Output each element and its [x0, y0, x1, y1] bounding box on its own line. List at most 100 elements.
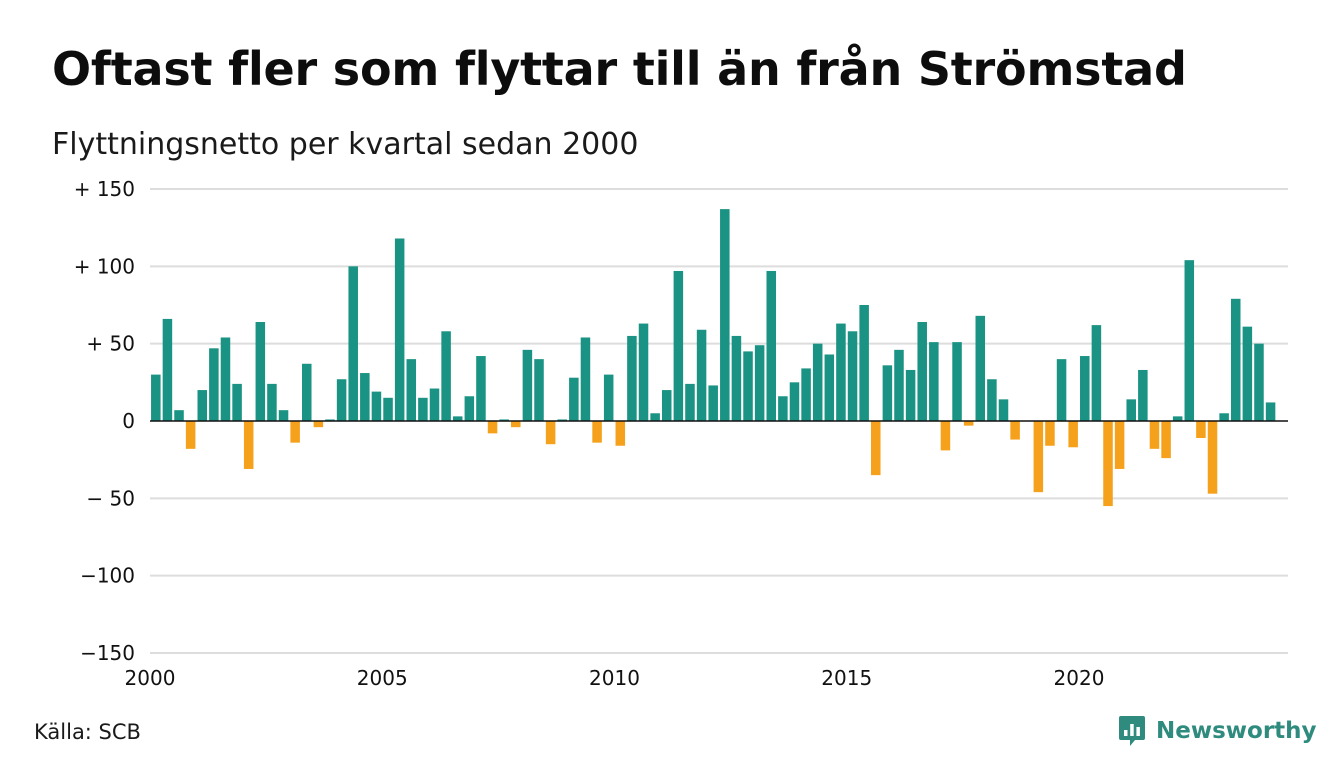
bar-2020-k4 — [1114, 421, 1125, 469]
bar-2023-k3 — [1242, 326, 1253, 421]
bar-2005-k3 — [406, 359, 417, 421]
bar-2004-k1 — [336, 379, 347, 421]
bar-2014-k2 — [812, 343, 823, 421]
bar-2015-k1 — [847, 331, 858, 421]
bar-2022-k2 — [1184, 260, 1195, 421]
bar-2015-k2 — [859, 305, 869, 421]
x-tick-label: 2000 — [125, 666, 176, 690]
bar-2021-k1 — [1126, 399, 1136, 421]
bar-2006-k3 — [452, 416, 463, 421]
bar-2021-k3 — [1149, 421, 1160, 449]
bar-2013-k1 — [754, 345, 765, 421]
bar-2006-k1 — [429, 388, 440, 421]
y-tick-label: −150 — [80, 641, 135, 665]
bar-2019-k2 — [1045, 421, 1055, 446]
x-tick-label: 2020 — [1054, 666, 1105, 690]
newsworthy-logo-icon — [1119, 716, 1145, 746]
bar-2011-k4 — [696, 329, 707, 421]
bar-2018-k1 — [987, 379, 997, 421]
bar-2019-k4 — [1068, 421, 1078, 448]
bar-2009-k2 — [580, 337, 591, 421]
bar-2002-k3 — [267, 383, 277, 421]
bar-2001-k4 — [232, 383, 242, 421]
bar-2005-k2 — [394, 238, 405, 421]
bar-2014-k4 — [836, 323, 846, 421]
bar-2018-k2 — [998, 399, 1009, 421]
bar-2007-k1 — [476, 356, 486, 421]
y-tick-label: 0 — [122, 409, 135, 433]
bar-2008-k4 — [557, 419, 567, 421]
bar-2011-k3 — [685, 383, 695, 421]
bar-2006-k2 — [441, 331, 451, 421]
bar-2022-k1 — [1172, 416, 1183, 421]
bar-2009-k3 — [592, 421, 602, 443]
bar-2022-k4 — [1207, 421, 1218, 494]
bar-2003-k3 — [313, 421, 324, 428]
bar-2016-k1 — [894, 349, 904, 421]
y-tick-label: + 150 — [74, 177, 135, 201]
bar-2003-k4 — [325, 419, 335, 421]
bar-2004-k3 — [360, 373, 370, 421]
bar-2007-k3 — [499, 419, 509, 421]
bar-2013-k4 — [789, 382, 800, 421]
y-axis-tick-labels: + 150 + 100 + 50 0 − 50 −100 −150 — [74, 177, 135, 665]
bar-2008-k2 — [534, 359, 544, 421]
bar-2021-k4 — [1161, 421, 1171, 459]
brand-logo[interactable]: Newsworthy — [1118, 713, 1317, 749]
bar-2018-k3 — [1010, 421, 1020, 440]
bar-2002-k1 — [243, 421, 254, 469]
bar-2000-k4 — [185, 421, 196, 449]
bar-2015-k3 — [871, 421, 881, 476]
bar-2002-k2 — [255, 322, 266, 421]
bar-2010-k1 — [615, 421, 626, 446]
bar-2000-k1 — [151, 374, 161, 421]
bar-2004-k4 — [371, 391, 382, 421]
x-axis-tick-labels: 2000 2005 2010 2015 2020 — [125, 666, 1105, 690]
bar-2009-k1 — [569, 377, 579, 421]
bar-2023-k1 — [1219, 413, 1229, 421]
bar-2009-k4 — [603, 374, 614, 421]
bar-2010-k2 — [627, 335, 637, 421]
bar-2005-k4 — [418, 397, 428, 421]
bars — [151, 209, 1276, 507]
bar-2019-k1 — [1033, 421, 1044, 493]
bar-2016-k2 — [905, 369, 916, 421]
bar-2013-k3 — [778, 396, 788, 421]
bar-2012-k3 — [731, 335, 742, 421]
bar-2013-k2 — [766, 270, 777, 421]
bar-2021-k2 — [1138, 369, 1148, 421]
bar-2011-k1 — [661, 390, 672, 421]
y-tick-label: − 50 — [86, 486, 135, 510]
bar-2012-k1 — [708, 385, 718, 421]
bar-2017-k3 — [963, 421, 974, 426]
bar-2010-k3 — [638, 323, 649, 421]
bar-2015-k4 — [882, 365, 893, 421]
y-tick-label: + 100 — [74, 254, 135, 278]
bar-2000-k2 — [162, 318, 173, 421]
bar-2001-k1 — [197, 390, 208, 421]
bar-2017-k4 — [975, 315, 986, 421]
bar-2017-k2 — [952, 342, 962, 421]
bar-2014-k3 — [824, 354, 835, 421]
bar-2008-k3 — [545, 421, 556, 445]
bar-2012-k4 — [743, 351, 753, 421]
source-note: Källa: SCB — [34, 720, 141, 744]
net-migration-bar-chart: + 150 + 100 + 50 0 − 50 −100 −150 2000 2005 2010… — [74, 177, 1288, 690]
bar-2019-k3 — [1056, 359, 1067, 421]
bar-2023-k2 — [1230, 298, 1241, 421]
bar-2012-k2 — [720, 209, 730, 421]
bar-2010-k4 — [650, 413, 660, 421]
bar-2017-k1 — [940, 421, 951, 451]
bar-2004-k2 — [348, 266, 358, 421]
bar-2020-k3 — [1103, 421, 1113, 507]
bar-2023-k4 — [1254, 343, 1264, 421]
bar-2024-k1 — [1265, 402, 1276, 421]
bar-2020-k2 — [1091, 325, 1102, 421]
y-tick-label: −100 — [80, 564, 135, 588]
y-tick-label: + 50 — [86, 332, 135, 356]
bar-2001-k3 — [220, 337, 231, 421]
bar-2016-k4 — [929, 342, 939, 421]
bar-2005-k1 — [383, 397, 393, 421]
x-tick-label: 2015 — [821, 666, 872, 690]
bar-2002-k4 — [278, 410, 289, 421]
